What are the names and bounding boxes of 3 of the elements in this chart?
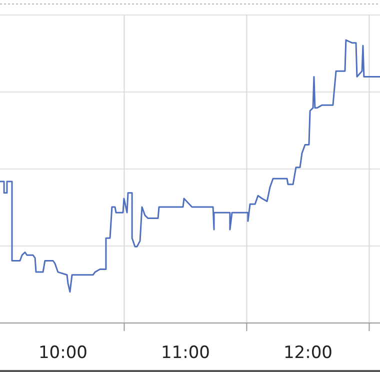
x-tick-label: 12:00	[283, 343, 332, 363]
x-tick-label: 10:00	[38, 343, 88, 363]
x-tick-label: 11:00	[160, 343, 210, 363]
